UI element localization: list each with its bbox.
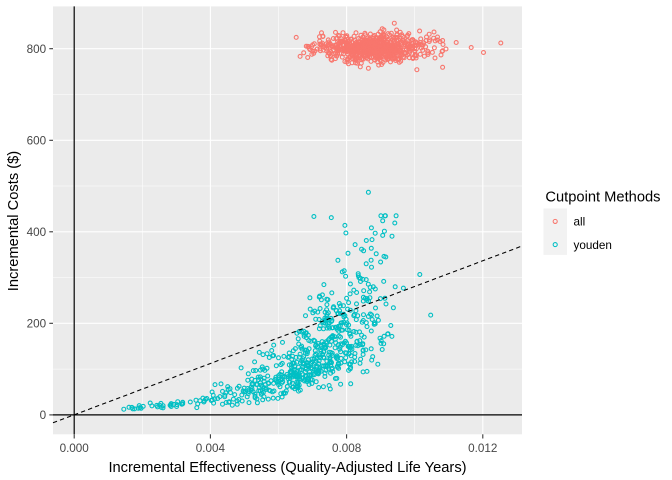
svg-text:200: 200 — [27, 318, 47, 331]
svg-text:youden: youden — [574, 239, 612, 252]
svg-text:0.000: 0.000 — [60, 442, 90, 455]
svg-text:all: all — [574, 216, 586, 229]
svg-text:Incremental Effectiveness (Qua: Incremental Effectiveness (Quality-Adjus… — [108, 460, 466, 476]
svg-text:400: 400 — [27, 226, 47, 239]
svg-text:0: 0 — [40, 409, 47, 422]
svg-text:0.004: 0.004 — [196, 442, 226, 455]
svg-text:Cutpoint Methods: Cutpoint Methods — [545, 189, 660, 205]
svg-text:0.008: 0.008 — [332, 442, 361, 455]
svg-text:Incremental Costs ($): Incremental Costs ($) — [6, 151, 22, 291]
svg-text:0.012: 0.012 — [468, 442, 497, 455]
svg-text:800: 800 — [27, 43, 47, 56]
svg-text:600: 600 — [27, 135, 47, 148]
